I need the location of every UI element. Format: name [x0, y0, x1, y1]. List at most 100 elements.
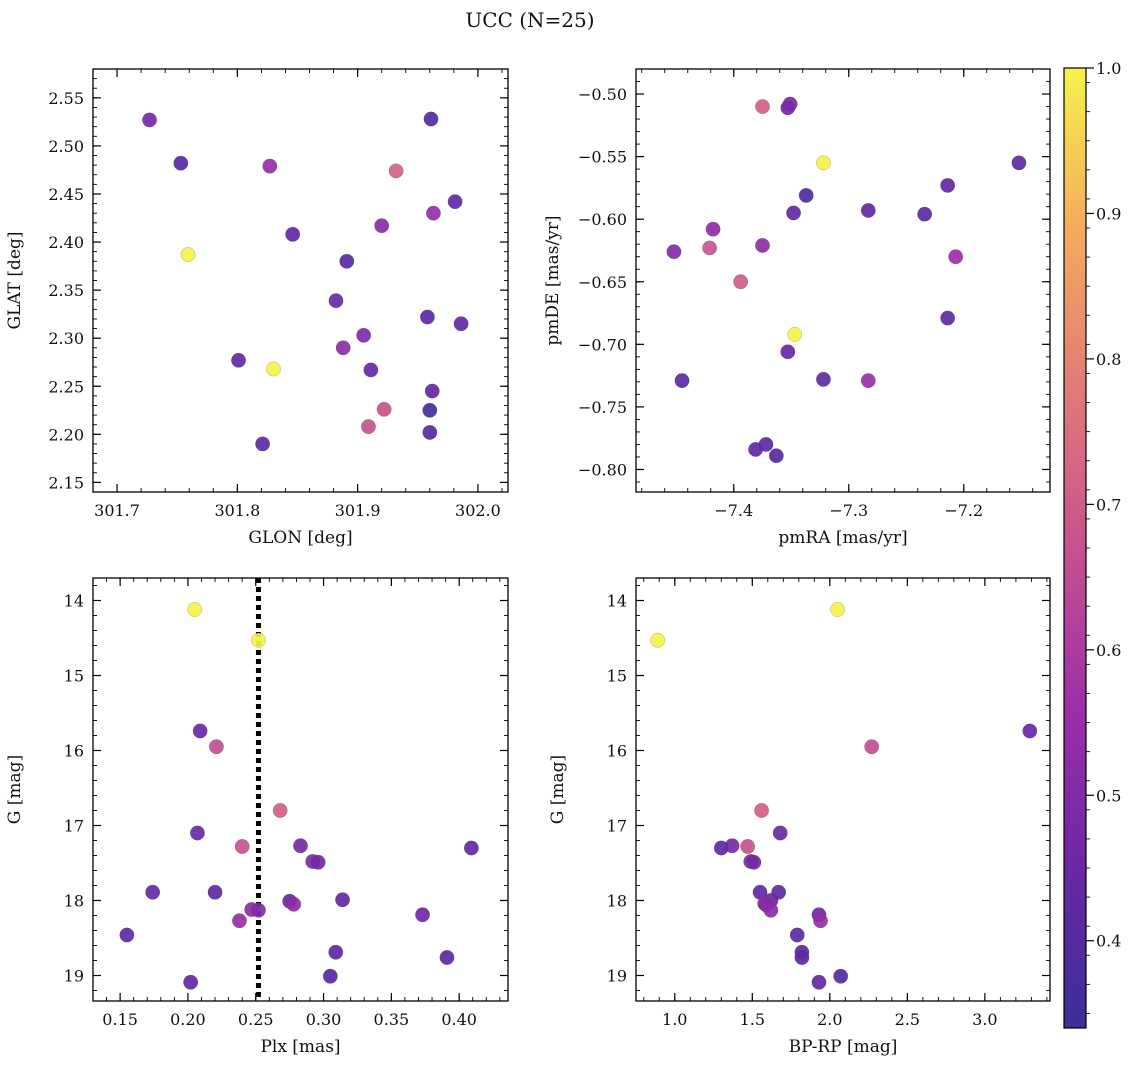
scatter-point [763, 902, 779, 918]
scatter-point [310, 854, 326, 870]
x-tick-label: 302.0 [455, 501, 501, 520]
y-tick-label: 2.40 [48, 233, 84, 252]
y-tick-label: 17 [607, 817, 627, 836]
y-tick-label: 2.15 [48, 473, 84, 492]
x-tick-label: 0.20 [170, 1010, 206, 1029]
y-tick-label: 19 [607, 967, 627, 986]
colorbar-tick-label: 0.5 [1096, 786, 1121, 805]
scatter-point [335, 340, 351, 356]
scatter-point [322, 968, 338, 984]
x-tick-label: 2.0 [817, 1010, 842, 1029]
y-tick-label: 2.30 [48, 329, 84, 348]
x-tick-label: 301.7 [94, 501, 140, 520]
y-tick-label: −0.60 [578, 210, 627, 229]
scatter-point [860, 373, 876, 389]
scatter-point [285, 226, 301, 242]
scatter-point [864, 739, 880, 755]
x-tick-label: 0.25 [238, 1010, 274, 1029]
scatter-point [439, 950, 455, 965]
scatter-point [733, 274, 749, 290]
x-tick-label: 3.0 [972, 1010, 997, 1029]
scatter-point [119, 927, 135, 943]
scatter-point [339, 253, 355, 269]
scatter-point [948, 249, 964, 265]
scatter-point [183, 974, 199, 990]
scatter-point [234, 839, 250, 854]
panel-top-right: −7.4 −7.3 −7.2 −0.80 −0.75 −0.70 −0.65 −0.60 −0.… [543, 68, 1051, 548]
colorbar: 0.4 0.5 0.6 0.7 0.8 0.9 1.0 [1063, 59, 1121, 1029]
y-tick-label: −0.55 [578, 148, 627, 167]
scatter-point [789, 927, 805, 943]
scatter-point [755, 99, 770, 114]
y-tick-label: 2.45 [48, 185, 84, 204]
scatter-point [173, 155, 189, 171]
y-axis-label: G [mag] [5, 755, 25, 824]
y-tick-label: 14 [607, 592, 627, 611]
scatter-point [748, 442, 763, 457]
scatter-point [463, 840, 479, 856]
y-tick-label: 2.50 [48, 137, 84, 156]
scatter-point [180, 247, 196, 262]
y-axis-label: pmDE [mas/yr] [543, 215, 563, 345]
y-tick-label: 16 [64, 742, 84, 761]
scatter-point [755, 238, 770, 253]
scatter-point [190, 825, 205, 841]
scatter-point [361, 419, 376, 435]
scatter-point [447, 194, 463, 210]
scatter-point [251, 902, 266, 918]
scatter-point [420, 309, 435, 325]
x-tick-label: 301.8 [214, 501, 260, 520]
scatter-point [272, 803, 288, 818]
scatter-point [231, 352, 246, 368]
colorbar-gradient [1063, 67, 1087, 1029]
scatter-point [746, 854, 762, 870]
axes-frame [635, 68, 1051, 493]
colorbar-tick-label: 0.7 [1096, 495, 1121, 514]
scatter-point [251, 632, 266, 648]
scatter-point [772, 825, 788, 841]
y-tick-label: 2.35 [48, 281, 84, 300]
scatter-point [917, 206, 933, 222]
scatter-point [650, 632, 666, 648]
scatter-point [453, 316, 469, 332]
scatter-point [207, 884, 223, 900]
scatter-point [830, 602, 845, 617]
data-layer [119, 578, 479, 1001]
scatter-point [786, 205, 801, 221]
scatter-point [860, 203, 876, 218]
y-tick-label: −0.80 [578, 460, 627, 479]
scatter-point [422, 402, 438, 418]
colorbar-tick-label: 0.9 [1096, 204, 1121, 223]
scatter-point [754, 803, 769, 818]
data-layer [142, 111, 469, 452]
x-tick-label: −7.3 [829, 501, 868, 520]
colorbar-tick-label: 0.4 [1096, 932, 1121, 951]
x-axis-label: pmRA [mas/yr] [778, 528, 907, 548]
y-tick-label: 18 [607, 892, 627, 911]
scatter-point [674, 373, 690, 389]
scatter-point [811, 974, 827, 990]
x-tick-label: 1.0 [662, 1010, 687, 1029]
y-axis-label: G [mag] [548, 755, 568, 824]
scatter-point [422, 424, 438, 440]
scatter-point [1011, 155, 1027, 171]
x-tick-label: −7.2 [944, 501, 983, 520]
scatter-point [424, 383, 440, 399]
scatter-point [794, 950, 810, 965]
x-axis-label: GLON [deg] [248, 528, 352, 548]
y-tick-label: 17 [64, 817, 84, 836]
scatter-point [266, 361, 281, 377]
scatter-point [415, 907, 430, 923]
colorbar-tick-label: 1.0 [1096, 59, 1121, 78]
scatter-point [356, 327, 372, 343]
scatter-point [293, 838, 308, 854]
scatter-point [145, 884, 161, 900]
scatter-point [423, 111, 439, 127]
x-tick-label: 1.5 [740, 1010, 765, 1029]
y-tick-label: 2.25 [48, 377, 84, 396]
y-tick-label: 14 [64, 592, 84, 611]
y-tick-label: −0.50 [578, 85, 627, 104]
scatter-point [705, 221, 721, 237]
scatter-point [209, 739, 224, 755]
